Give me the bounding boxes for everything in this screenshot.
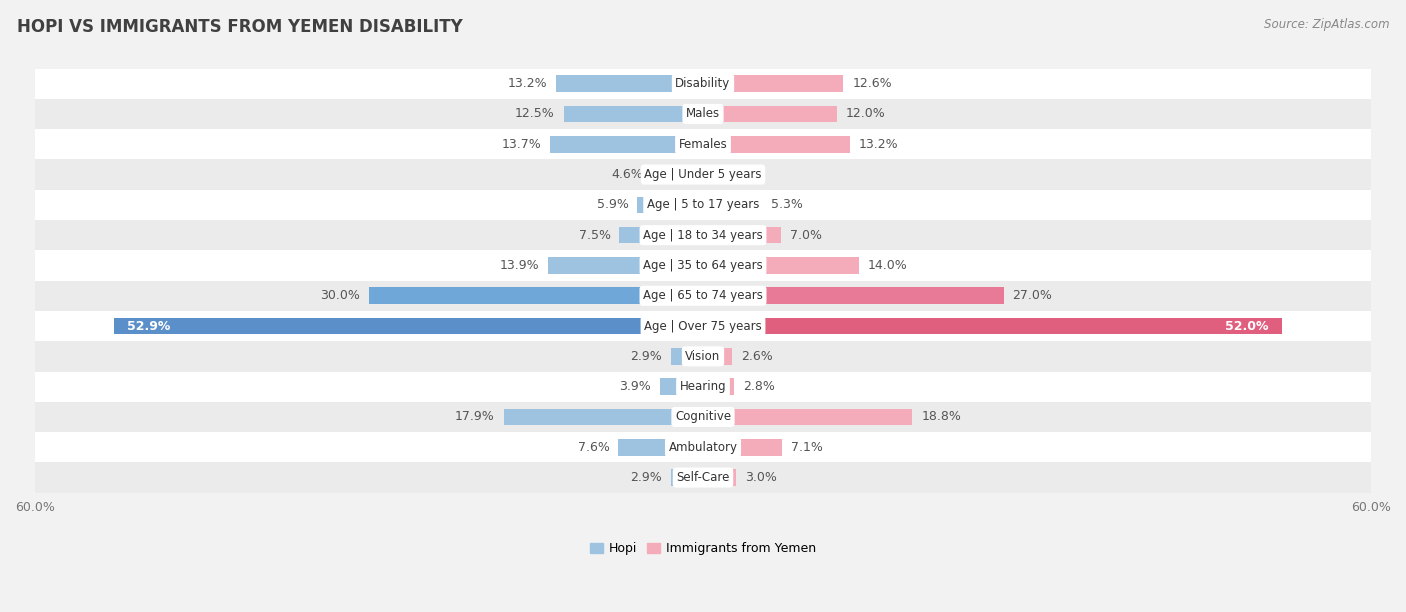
Text: 7.5%: 7.5% — [579, 229, 610, 242]
Bar — [35, 99, 1371, 129]
Text: 7.1%: 7.1% — [792, 441, 823, 453]
Bar — [671, 348, 703, 365]
Bar — [703, 469, 737, 486]
Text: Disability: Disability — [675, 77, 731, 90]
Text: Age | 18 to 34 years: Age | 18 to 34 years — [643, 229, 763, 242]
Text: Vision: Vision — [685, 350, 721, 363]
Legend: Hopi, Immigrants from Yemen: Hopi, Immigrants from Yemen — [585, 537, 821, 561]
Text: Females: Females — [679, 138, 727, 151]
Bar — [35, 371, 1371, 402]
Text: 30.0%: 30.0% — [321, 289, 360, 302]
Bar — [652, 166, 703, 183]
Bar — [114, 318, 703, 334]
Bar — [703, 257, 859, 274]
Bar — [703, 378, 734, 395]
Text: 2.8%: 2.8% — [744, 380, 775, 393]
Text: 4.6%: 4.6% — [612, 168, 643, 181]
Bar — [637, 196, 703, 213]
Bar — [503, 409, 703, 425]
Bar — [35, 311, 1371, 341]
Bar — [703, 136, 851, 152]
Text: 52.9%: 52.9% — [128, 319, 170, 332]
Bar — [551, 136, 703, 152]
Text: Source: ZipAtlas.com: Source: ZipAtlas.com — [1264, 18, 1389, 31]
Bar — [368, 288, 703, 304]
Text: 13.9%: 13.9% — [499, 259, 540, 272]
Bar — [35, 402, 1371, 432]
Bar — [35, 159, 1371, 190]
Text: 3.0%: 3.0% — [745, 471, 778, 484]
Text: 17.9%: 17.9% — [456, 411, 495, 424]
Bar — [703, 409, 912, 425]
Bar — [703, 75, 844, 92]
Text: 13.2%: 13.2% — [859, 138, 898, 151]
Bar — [548, 257, 703, 274]
Text: 52.0%: 52.0% — [1225, 319, 1268, 332]
Text: 2.6%: 2.6% — [741, 350, 773, 363]
Bar — [619, 439, 703, 455]
Text: Age | 65 to 74 years: Age | 65 to 74 years — [643, 289, 763, 302]
Text: Age | Under 5 years: Age | Under 5 years — [644, 168, 762, 181]
Bar — [703, 439, 782, 455]
Text: 12.6%: 12.6% — [852, 77, 891, 90]
Text: 27.0%: 27.0% — [1012, 289, 1053, 302]
Bar — [555, 75, 703, 92]
Text: 2.9%: 2.9% — [630, 471, 662, 484]
Bar — [703, 166, 713, 183]
Text: 18.8%: 18.8% — [921, 411, 962, 424]
Bar — [659, 378, 703, 395]
Bar — [703, 196, 762, 213]
Text: 12.0%: 12.0% — [845, 108, 886, 121]
Text: 2.9%: 2.9% — [630, 350, 662, 363]
Bar — [35, 341, 1371, 371]
Text: Age | Over 75 years: Age | Over 75 years — [644, 319, 762, 332]
Text: 7.6%: 7.6% — [578, 441, 609, 453]
Text: Cognitive: Cognitive — [675, 411, 731, 424]
Text: Self-Care: Self-Care — [676, 471, 730, 484]
Text: 12.5%: 12.5% — [515, 108, 555, 121]
Text: 5.3%: 5.3% — [770, 198, 803, 211]
Bar — [35, 432, 1371, 463]
Text: 13.7%: 13.7% — [502, 138, 541, 151]
Bar — [671, 469, 703, 486]
Text: 13.2%: 13.2% — [508, 77, 547, 90]
Bar — [703, 227, 780, 244]
Text: Age | 35 to 64 years: Age | 35 to 64 years — [643, 259, 763, 272]
Text: 7.0%: 7.0% — [790, 229, 823, 242]
Bar — [35, 463, 1371, 493]
Bar — [35, 190, 1371, 220]
Bar — [35, 69, 1371, 99]
Text: HOPI VS IMMIGRANTS FROM YEMEN DISABILITY: HOPI VS IMMIGRANTS FROM YEMEN DISABILITY — [17, 18, 463, 36]
Bar — [620, 227, 703, 244]
Text: Hearing: Hearing — [679, 380, 727, 393]
Bar — [703, 106, 837, 122]
Text: 14.0%: 14.0% — [868, 259, 907, 272]
Bar — [703, 318, 1282, 334]
Bar — [35, 220, 1371, 250]
Text: 0.91%: 0.91% — [723, 168, 762, 181]
Bar — [35, 250, 1371, 281]
Bar — [35, 281, 1371, 311]
Bar — [703, 348, 733, 365]
Bar — [35, 129, 1371, 159]
Bar — [564, 106, 703, 122]
Text: Age | 5 to 17 years: Age | 5 to 17 years — [647, 198, 759, 211]
Text: 3.9%: 3.9% — [619, 380, 651, 393]
Text: Ambulatory: Ambulatory — [668, 441, 738, 453]
Text: 5.9%: 5.9% — [596, 198, 628, 211]
Bar — [703, 288, 1004, 304]
Text: Males: Males — [686, 108, 720, 121]
